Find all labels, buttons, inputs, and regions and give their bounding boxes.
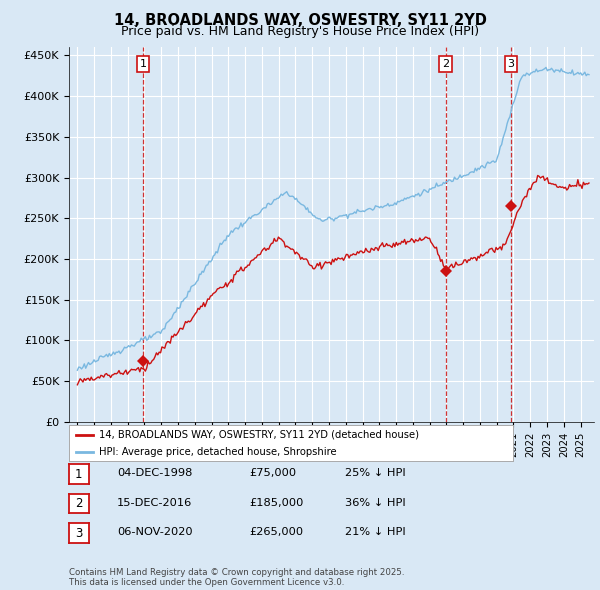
- Text: Price paid vs. HM Land Registry's House Price Index (HPI): Price paid vs. HM Land Registry's House …: [121, 25, 479, 38]
- Text: HPI: Average price, detached house, Shropshire: HPI: Average price, detached house, Shro…: [99, 447, 337, 457]
- Text: 25% ↓ HPI: 25% ↓ HPI: [345, 468, 406, 478]
- Text: 14, BROADLANDS WAY, OSWESTRY, SY11 2YD: 14, BROADLANDS WAY, OSWESTRY, SY11 2YD: [113, 13, 487, 28]
- Text: 36% ↓ HPI: 36% ↓ HPI: [345, 498, 406, 507]
- Text: £265,000: £265,000: [249, 527, 303, 537]
- Text: 04-DEC-1998: 04-DEC-1998: [117, 468, 193, 478]
- Text: 3: 3: [508, 59, 514, 69]
- Text: 1: 1: [140, 59, 146, 69]
- Text: £75,000: £75,000: [249, 468, 296, 478]
- Text: 21% ↓ HPI: 21% ↓ HPI: [345, 527, 406, 537]
- Text: 15-DEC-2016: 15-DEC-2016: [117, 498, 192, 507]
- Text: 2: 2: [75, 497, 83, 510]
- Text: 3: 3: [75, 526, 83, 540]
- Text: 06-NOV-2020: 06-NOV-2020: [117, 527, 193, 537]
- Text: £185,000: £185,000: [249, 498, 304, 507]
- Text: 2: 2: [442, 59, 449, 69]
- Text: 1: 1: [75, 467, 83, 481]
- Text: 14, BROADLANDS WAY, OSWESTRY, SY11 2YD (detached house): 14, BROADLANDS WAY, OSWESTRY, SY11 2YD (…: [99, 430, 419, 440]
- Text: Contains HM Land Registry data © Crown copyright and database right 2025.
This d: Contains HM Land Registry data © Crown c…: [69, 568, 404, 587]
